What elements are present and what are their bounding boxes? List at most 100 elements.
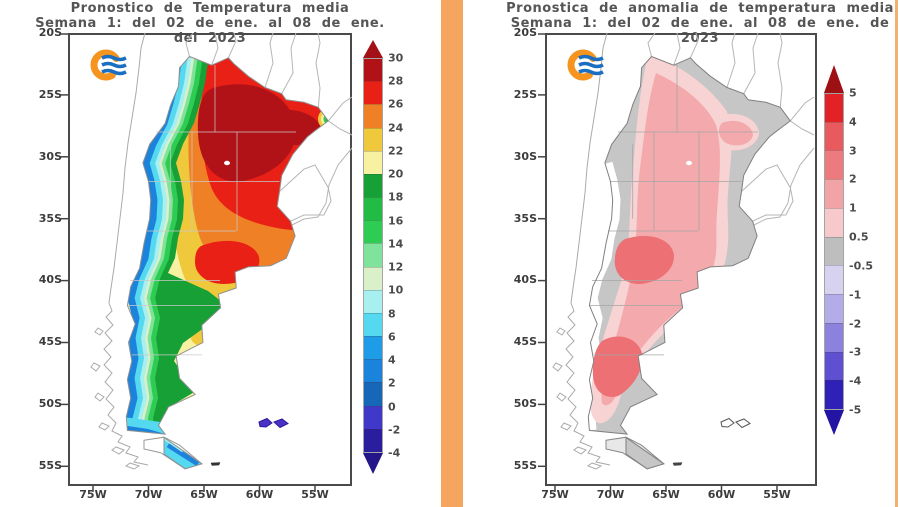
right-map <box>538 32 817 492</box>
colorbar-segment <box>364 127 382 151</box>
colorbar-segment <box>825 322 843 352</box>
colorbar-label: 1 <box>849 201 857 215</box>
colorbar-label: 4 <box>849 115 857 129</box>
left-map-frame-border <box>68 33 352 486</box>
axis-label: 50S <box>513 397 537 411</box>
colorbar-segment <box>364 104 382 128</box>
colorbar-label: 20 <box>388 167 404 181</box>
colorbar-label: -4 <box>849 374 862 388</box>
right-title-line1: Pronostica de anomalia de temperatura me… <box>506 1 894 16</box>
left-colorbar <box>363 40 383 474</box>
right-lon-axis: 75W 70W 65W 60W 55W <box>538 488 794 501</box>
colorbar-label: 8 <box>388 307 396 321</box>
left-map-svg <box>61 32 353 492</box>
colorbar-segment <box>825 150 843 180</box>
left-title-line1: Pronostico de Temperatura media <box>70 1 350 16</box>
colorbar-segment <box>825 179 843 208</box>
colorbar-segment <box>364 173 382 198</box>
colorbar-label: 28 <box>388 74 404 88</box>
colorbar-label: 12 <box>388 260 404 274</box>
right-malvinas-islands <box>672 418 751 466</box>
colorbar-segment <box>364 359 382 383</box>
axis-label: 55S <box>38 458 62 472</box>
axis-label: 40S <box>38 273 62 287</box>
colorbar-segment <box>364 382 382 406</box>
axis-label: 45S <box>38 335 62 349</box>
axis-label: 20S <box>38 26 62 39</box>
right-map-svg <box>538 32 817 492</box>
axis-label: 40S <box>513 273 537 287</box>
right-lat-axis: 20S 25S 30S 35S 40S 45S 50S 55S <box>511 25 537 474</box>
axis-label: 65W <box>652 488 680 501</box>
axis-label: 25S <box>38 87 62 101</box>
colorbar-segment <box>364 336 382 360</box>
axis-label: 55W <box>763 488 791 501</box>
colorbar-segment <box>825 236 843 266</box>
axis-label: 75W <box>79 488 107 501</box>
axis-label: 30S <box>38 149 62 163</box>
colorbar-label: 18 <box>388 190 404 204</box>
colorbar-segments <box>363 58 383 453</box>
colorbar-label: -2 <box>388 423 401 437</box>
colorbar-segment <box>825 351 843 381</box>
right-colorbar <box>824 65 844 435</box>
colorbar-segment <box>364 405 382 429</box>
axis-label: 30S <box>513 149 537 163</box>
colorbar-top-arrow <box>363 40 383 58</box>
right-map-frame-border <box>545 33 817 486</box>
colorbar-label: -0.5 <box>849 259 874 273</box>
colorbar-label: -5 <box>849 403 862 417</box>
axis-label: 75W <box>541 488 569 501</box>
colorbar-label: -1 <box>849 288 862 302</box>
colorbar-label: 3 <box>849 144 857 158</box>
axis-label: 25S <box>513 87 537 101</box>
colorbar-label: 14 <box>388 237 404 251</box>
colorbar-segment <box>825 265 843 295</box>
orange-divider <box>441 0 463 507</box>
colorbar-bottom-arrow <box>363 453 383 474</box>
colorbar-segment <box>825 294 843 323</box>
mar-chiquita-lake <box>224 160 230 166</box>
left-lon-axis: 75W 70W 65W 60W 55W <box>76 488 332 501</box>
colorbar-segment <box>364 289 382 313</box>
axis-label: 60W <box>245 488 274 501</box>
colorbar-segment <box>825 380 843 410</box>
colorbar-label: 16 <box>388 214 404 228</box>
axis-label: 70W <box>596 488 625 501</box>
axis-label: 70W <box>134 488 163 501</box>
colorbar-label: 30 <box>388 51 404 65</box>
left-lat-axis: 20S 25S 30S 35S 40S 45S 50S 55S <box>36 25 62 474</box>
colorbar-segment <box>364 150 382 174</box>
colorbar-segments <box>824 93 844 410</box>
right-axis-ticks <box>538 33 778 492</box>
smn-logo-icon <box>94 53 126 77</box>
colorbar-segment <box>825 94 843 122</box>
axis-label: 55S <box>513 458 537 472</box>
colorbar-segment <box>825 207 843 237</box>
colorbar-label: -2 <box>849 317 862 331</box>
colorbar-label: 22 <box>388 144 404 158</box>
left-map-title: Pronostico de Temperatura media Semana 1… <box>30 1 390 46</box>
colorbar-top-arrow <box>824 65 844 93</box>
axis-label: 55W <box>301 488 329 501</box>
colorbar-segment <box>364 59 382 82</box>
axis-label: 20S <box>513 26 537 39</box>
left-malvinas-islands <box>210 418 289 466</box>
right-colorbar-labels: 5 4 3 2 1 0.5 -0.5 -1 -2 -3 -4 -5 <box>849 87 883 417</box>
colorbar-segment <box>364 220 382 244</box>
colorbar-segment <box>364 81 382 105</box>
colorbar-label: 0.5 <box>849 230 869 244</box>
colorbar-label: 2 <box>849 172 857 186</box>
mar-chiquita-lake <box>686 160 692 166</box>
axis-label: 45S <box>513 335 537 349</box>
colorbar-segment <box>364 197 382 221</box>
axis-label: 35S <box>513 211 537 225</box>
right-map-title: Pronostica de anomalia de temperatura me… <box>505 1 895 46</box>
colorbar-label: 6 <box>388 330 396 344</box>
axis-label: 35S <box>38 211 62 225</box>
colorbar-label: -4 <box>388 446 401 460</box>
colorbar-label: 0 <box>388 400 396 414</box>
colorbar-label: -3 <box>849 345 862 359</box>
colorbar-label: 24 <box>388 121 404 135</box>
